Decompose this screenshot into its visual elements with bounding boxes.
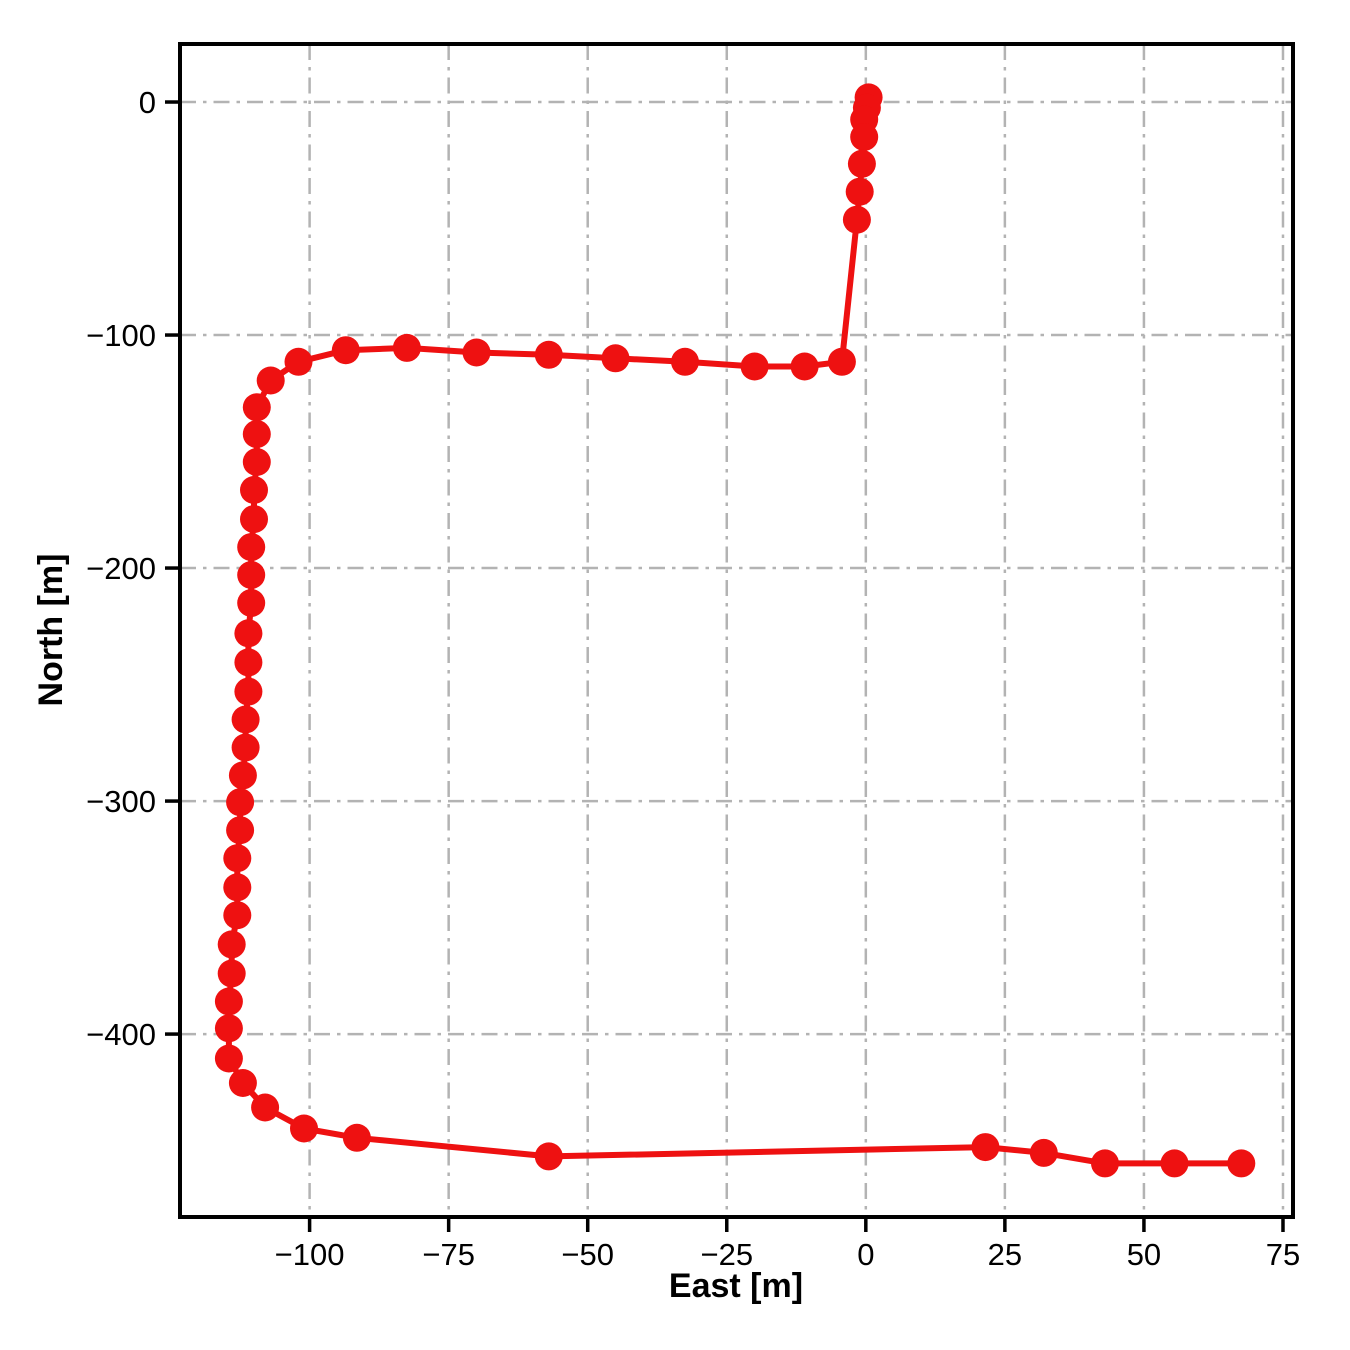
trajectory-point xyxy=(534,340,563,369)
y-axis-label: North [m] xyxy=(32,554,70,707)
trajectory-point xyxy=(231,705,260,734)
y-tick-label: −300 xyxy=(86,784,156,819)
trajectory-point xyxy=(240,505,268,534)
trajectory-point xyxy=(223,844,252,873)
trajectory-point xyxy=(1029,1138,1058,1167)
trajectory-point xyxy=(242,420,271,449)
x-tick-label: 50 xyxy=(1127,1237,1161,1272)
trajectory-point xyxy=(601,344,630,373)
trajectory-point xyxy=(226,816,255,845)
axes-spines xyxy=(178,42,1295,1219)
trajectory-point xyxy=(342,1123,371,1152)
trajectory-point xyxy=(392,333,421,362)
trajectory-point xyxy=(790,352,819,381)
trajectory-point xyxy=(256,366,285,395)
trajectory-point xyxy=(284,347,313,376)
trajectory-point xyxy=(290,1114,318,1143)
trajectory-point xyxy=(214,987,243,1016)
trajectory-point xyxy=(1091,1149,1119,1178)
trajectory-point xyxy=(845,177,874,206)
trajectory-point xyxy=(1160,1149,1189,1178)
trajectory-point xyxy=(228,761,257,790)
x-tick-label: 0 xyxy=(857,1237,874,1272)
axis-ticks xyxy=(165,100,1285,1232)
trajectory-point xyxy=(462,338,491,367)
x-tick-label: −50 xyxy=(561,1237,614,1272)
gridlines xyxy=(180,44,1293,1217)
trajectory-point xyxy=(242,393,271,422)
trajectory-point xyxy=(850,123,879,151)
x-tick-label: 75 xyxy=(1266,1237,1300,1272)
trajectory-point xyxy=(223,901,252,930)
x-tick-label: −100 xyxy=(275,1237,345,1272)
trajectory-point xyxy=(234,619,263,648)
trajectory-point xyxy=(228,1069,257,1097)
trajectory-point xyxy=(237,561,266,589)
trajectory-point xyxy=(231,733,260,762)
trajectory-point xyxy=(234,677,263,706)
trajectory-point xyxy=(1227,1149,1256,1178)
trajectory-point xyxy=(671,347,699,376)
trajectory-point xyxy=(534,1142,563,1171)
trajectory-line xyxy=(225,94,1245,1167)
x-tick-label: −75 xyxy=(422,1237,475,1272)
plot-border xyxy=(178,42,1295,1219)
trajectory-point xyxy=(842,205,871,234)
y-tick-label: 0 xyxy=(139,85,156,120)
trajectory-series xyxy=(214,83,1256,1178)
x-tick-label: 25 xyxy=(988,1237,1022,1272)
trajectory-point xyxy=(237,533,266,562)
y-tick-label: −200 xyxy=(86,551,156,586)
trajectory-point xyxy=(847,149,876,178)
trajectory-point xyxy=(827,347,856,376)
y-tick-label: −400 xyxy=(86,1017,156,1052)
trajectory-point xyxy=(740,352,769,381)
x-axis-label: East [m] xyxy=(669,1267,803,1305)
trajectory-point xyxy=(217,930,246,959)
trajectory-point xyxy=(237,589,266,617)
trajectory-point xyxy=(234,648,263,677)
y-tick-label: −100 xyxy=(86,318,156,353)
trajectory-point xyxy=(217,959,246,988)
trajectory-point xyxy=(242,448,271,476)
trajectory-point xyxy=(214,1044,243,1073)
trajectory-point xyxy=(971,1133,1000,1162)
trajectory-point xyxy=(251,1093,280,1122)
axis-tick-labels: −100 −75 −50 −25 0 25 50 75 0 −100 −200 −300 −400 xyxy=(86,85,1300,1272)
trajectory-point xyxy=(214,1014,243,1043)
trajectory-point xyxy=(223,873,252,902)
trajectory-point xyxy=(240,476,268,504)
trajectory-point xyxy=(331,336,360,365)
x-tick-label: −25 xyxy=(700,1237,753,1272)
trajectory-point xyxy=(226,788,255,817)
